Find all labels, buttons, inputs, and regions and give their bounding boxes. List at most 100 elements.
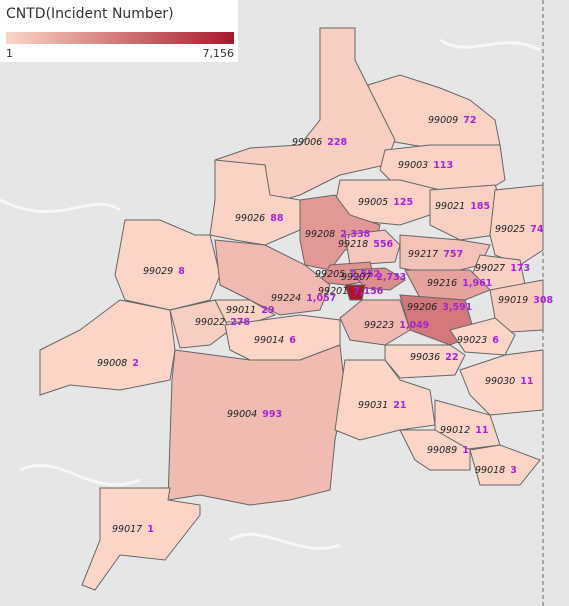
zip-code: 99022 [195,317,225,328]
region-label: 99011 29 [226,305,274,316]
incident-count: 1,057 [306,293,336,304]
region-label: 99009 72 [428,115,476,126]
zip-region [489,279,544,333]
zip-code: 99206 [407,302,437,313]
zip-code: 99201 [318,286,348,297]
incident-count: 8 [178,266,185,277]
legend-max: 7,156 [203,47,235,60]
zip-region [209,159,301,246]
zip-code: 99027 [475,263,505,274]
incident-count: 1 [462,445,469,456]
region-label: 99021 185 [435,201,490,212]
zip-code: 99009 [428,115,458,126]
zip-code: 99031 [358,400,388,411]
region-label: 99005 125 [358,197,413,208]
region-label: 99030 11 [485,376,533,387]
region-label: 99036 22 [410,352,458,363]
zip-region [81,487,201,591]
zip-code: 99030 [485,376,515,387]
incident-count: 308 [533,295,553,306]
zip-code: 99217 [408,249,438,260]
incident-count: 22 [445,352,458,363]
zip-region [404,269,491,301]
zip-code: 99011 [226,305,256,316]
legend-box [0,0,238,62]
incident-count: 1 [147,524,154,535]
region-label: 99006 228 [292,137,347,148]
incident-count: 88 [270,213,284,224]
zip-code: 99018 [475,465,505,476]
region-label: 99208 2,338 [305,229,371,240]
zip-code: 99012 [440,425,470,436]
legend-min: 1 [6,47,13,60]
zip-code: 99006 [292,137,322,148]
region-label: 99029 8 [143,266,185,277]
region-label: 99012 11 [440,425,488,436]
zip-code: 99005 [358,197,388,208]
zip-code: 99207 [341,272,371,283]
region-label: 99223 1,049 [364,320,429,331]
region-label: 99031 21 [358,400,406,411]
incident-count: 3,591 [442,302,472,313]
region-label: 99216 1,961 [427,278,492,289]
region-label: 99004 993 [227,409,282,420]
incident-count: 173 [510,263,530,274]
zip-region [469,444,541,486]
region-label: 99027 173 [475,263,530,274]
zip-code: 99019 [498,295,528,306]
incident-count: 1,049 [399,320,429,331]
region-label: 99023 6 [457,335,499,346]
region-label: 99207 2,733 [341,272,406,283]
region-label: 99205 2,552 [315,269,380,280]
incident-count: 228 [327,137,347,148]
region-label: 99003 113 [398,160,453,171]
zip-code: 99003 [398,160,428,171]
zip-code: 99026 [235,213,265,224]
region-label: 99025 74 [495,224,544,235]
river [0,38,541,550]
incident-count: 6 [492,335,499,346]
zip-code: 99208 [305,229,335,240]
region-label: 99206 3,591 [407,302,472,313]
zip-region [449,317,516,356]
incident-count: 74 [530,224,544,235]
incident-count: 113 [433,160,453,171]
incident-count: 556 [373,239,393,250]
zip-code: 99025 [495,224,525,235]
zip-region [114,219,221,311]
incident-count: 278 [230,317,250,328]
zip-code: 99036 [410,352,440,363]
incident-count: 6 [289,335,296,346]
incident-count: 2,552 [350,269,380,280]
region-label: 99201 7,156 [318,286,384,297]
zip-code: 99017 [112,524,142,535]
zip-region [344,229,401,266]
incident-count: 2,338 [340,229,370,240]
zip-code: 99223 [364,320,394,331]
incident-count: 1,961 [462,278,492,289]
region-label: 99026 88 [235,213,284,224]
zip-region [169,299,231,349]
incident-count: 3 [510,465,517,476]
zip-code: 99008 [97,358,127,369]
incident-count: 757 [443,249,463,260]
region-label: 99218 556 [338,239,393,250]
zip-code: 99216 [427,278,457,289]
incident-count: 11 [475,425,488,436]
region-label: 99014 6 [254,335,296,346]
region-label: 99022 278 [195,317,250,328]
region-label: 99017 1 [112,524,154,535]
region-label: 99018 3 [475,465,517,476]
incident-count: 2,733 [376,272,406,283]
zip-code: 99224 [271,293,301,304]
region-label: 99224 1,057 [271,293,336,304]
zip-code: 99089 [427,445,457,456]
zip-region [39,299,176,396]
zip-region [167,344,346,506]
region-label: 99008 2 [97,358,139,369]
zip-code: 99029 [143,266,173,277]
regions [39,27,544,591]
zip-code: 99014 [254,335,284,346]
